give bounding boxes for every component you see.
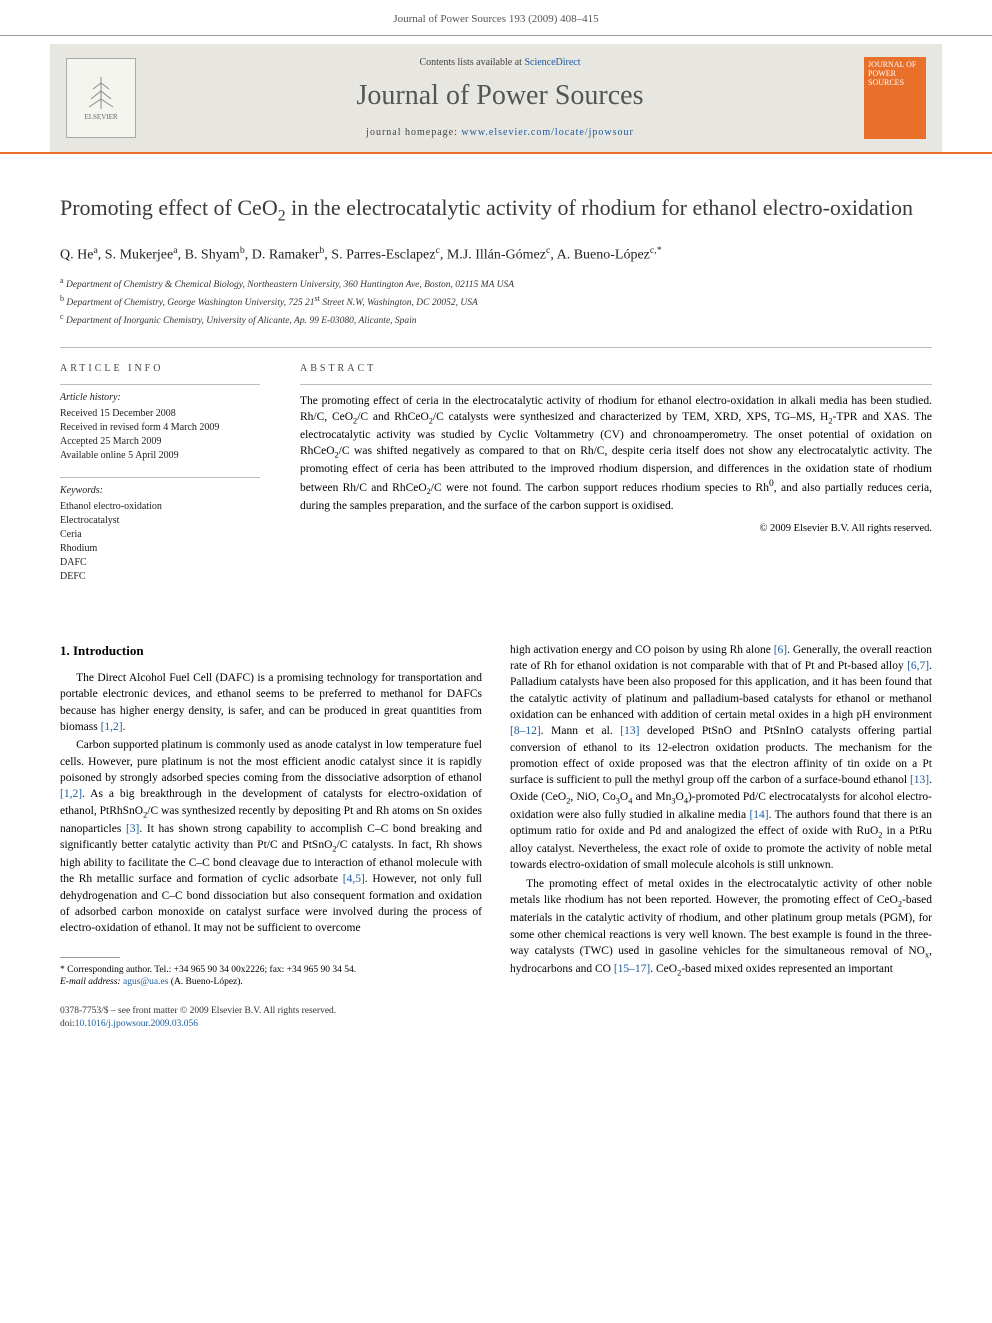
journal-banner: ELSEVIER Contents lists available at Sci…: [0, 35, 992, 153]
doi-link[interactable]: 10.1016/j.jpowsour.2009.03.056: [75, 1019, 198, 1029]
sciencedirect-link[interactable]: ScienceDirect: [524, 57, 580, 68]
publisher-label: ELSEVIER: [84, 113, 117, 123]
history-line: Available online 5 April 2009: [60, 449, 260, 463]
running-head: Journal of Power Sources 193 (2009) 408–…: [0, 0, 992, 35]
doi-line: doi:10.1016/j.jpowsour.2009.03.056: [60, 1018, 932, 1031]
section-heading-intro: 1. Introduction: [60, 642, 482, 660]
affiliation: b Department of Chemistry, George Washin…: [60, 293, 932, 311]
article-info-heading: ARTICLE INFO: [60, 362, 260, 376]
author-list: Q. Hea, S. Mukerjeea, B. Shyamb, D. Rama…: [60, 244, 932, 265]
abstract-heading: ABSTRACT: [300, 362, 932, 376]
keywords-label: Keywords:: [60, 484, 260, 498]
footnote-separator: [60, 957, 120, 958]
page-footer: 0378-7753/$ – see front matter © 2009 El…: [0, 999, 992, 1051]
keyword: DAFC: [60, 556, 260, 570]
info-abstract-row: ARTICLE INFO Article history: Received 1…: [60, 347, 932, 598]
email-link[interactable]: agus@ua.es: [123, 977, 168, 987]
abstract-copyright: © 2009 Elsevier B.V. All rights reserved…: [300, 522, 932, 537]
history-line: Received 15 December 2008: [60, 407, 260, 421]
history-label: Article history:: [60, 391, 260, 405]
history-line: Accepted 25 March 2009: [60, 435, 260, 449]
keyword: Ceria: [60, 528, 260, 542]
email-line: E-mail address: agus@ua.es (A. Bueno-Lóp…: [60, 976, 482, 989]
abstract-col: ABSTRACT The promoting effect of ceria i…: [300, 362, 932, 598]
body-col-left: 1. Introduction The Direct Alcohol Fuel …: [60, 642, 482, 990]
keyword: Ethanol electro-oxidation: [60, 500, 260, 514]
homepage-link[interactable]: www.elsevier.com/locate/jpowsour: [461, 127, 633, 138]
body-paragraph: high activation energy and CO poison by …: [510, 642, 932, 874]
body-columns: 1. Introduction The Direct Alcohol Fuel …: [0, 618, 992, 1000]
homepage-line: journal homepage: www.elsevier.com/locat…: [136, 126, 864, 140]
journal-cover-thumb: JOURNAL OF POWER SOURCES: [864, 57, 926, 139]
contents-line: Contents lists available at ScienceDirec…: [136, 56, 864, 70]
publisher-logo: ELSEVIER: [66, 58, 136, 138]
body-paragraph: Carbon supported platinum is commonly us…: [60, 737, 482, 936]
article-header-block: Promoting effect of CeO2 in the electroc…: [0, 154, 992, 618]
history-line: Received in revised form 4 March 2009: [60, 421, 260, 435]
doi-label: doi:: [60, 1019, 75, 1029]
corresponding-line: * Corresponding author. Tel.: +34 965 90…: [60, 964, 482, 977]
homepage-prefix: journal homepage:: [366, 127, 461, 138]
body-paragraph: The promoting effect of metal oxides in …: [510, 876, 932, 979]
article-info-col: ARTICLE INFO Article history: Received 1…: [60, 362, 260, 598]
history-block: Article history: Received 15 December 20…: [60, 384, 260, 463]
issn-line: 0378-7753/$ – see front matter © 2009 El…: [60, 1005, 932, 1018]
body-col-right: high activation energy and CO poison by …: [510, 642, 932, 990]
journal-name: Journal of Power Sources: [136, 76, 864, 115]
affiliation: c Department of Inorganic Chemistry, Uni…: [60, 311, 932, 329]
contents-prefix: Contents lists available at: [419, 57, 524, 68]
keyword: Rhodium: [60, 542, 260, 556]
body-paragraph: The Direct Alcohol Fuel Cell (DAFC) is a…: [60, 670, 482, 735]
email-name: (A. Bueno-López).: [168, 977, 242, 987]
elsevier-tree-icon: [81, 73, 121, 113]
corresponding-footnote: * Corresponding author. Tel.: +34 965 90…: [60, 964, 482, 990]
keyword: DEFC: [60, 570, 260, 584]
abstract-text: The promoting effect of ceria in the ele…: [300, 384, 932, 514]
keyword: Electrocatalyst: [60, 514, 260, 528]
affiliations: a Department of Chemistry & Chemical Bio…: [60, 275, 932, 329]
keywords-block: Keywords: Ethanol electro-oxidation Elec…: [60, 477, 260, 584]
banner-center: Contents lists available at ScienceDirec…: [136, 56, 864, 139]
article-title: Promoting effect of CeO2 in the electroc…: [60, 194, 932, 226]
banner-inner: ELSEVIER Contents lists available at Sci…: [50, 44, 942, 151]
email-label: E-mail address:: [60, 977, 123, 987]
affiliation: a Department of Chemistry & Chemical Bio…: [60, 275, 932, 293]
